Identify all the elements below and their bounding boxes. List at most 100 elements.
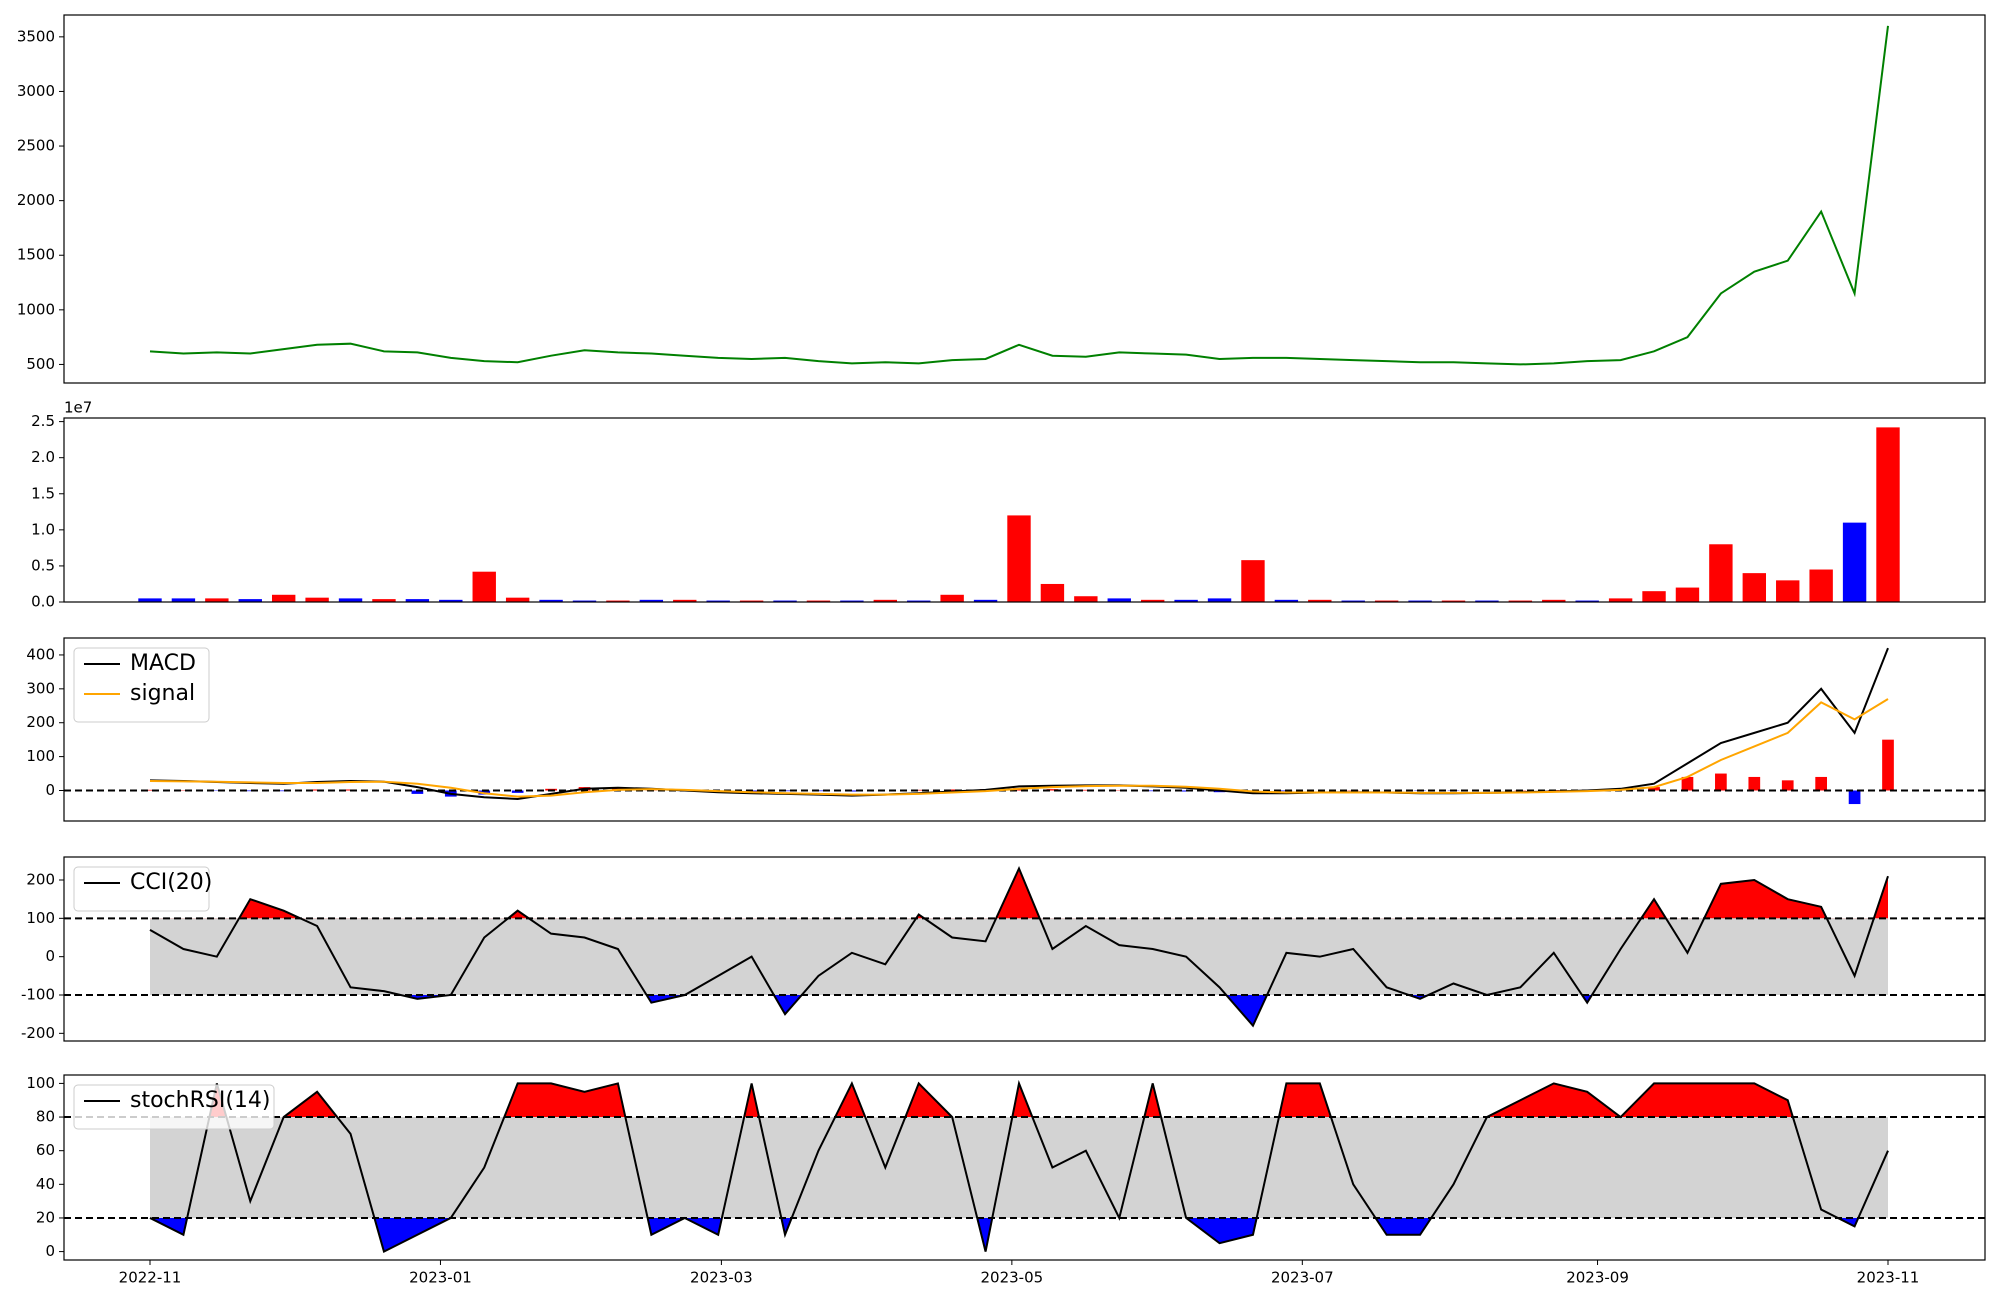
volume-bar: [1040, 583, 1065, 602]
y-tick-label: 1.0: [31, 520, 55, 538]
y-tick-label: 400: [26, 645, 55, 663]
x-tick-label: 2023-09: [1566, 1269, 1629, 1287]
volume-bar: [739, 600, 764, 602]
volume-bar: [439, 599, 463, 602]
axes-frame: [63, 1074, 1986, 1261]
legend-label: stochRSI(14): [130, 1088, 271, 1113]
histogram-bar: [1681, 776, 1694, 791]
volume-bar: [1575, 600, 1599, 602]
volume-bar: [1308, 599, 1332, 602]
legend-label: signal: [130, 681, 195, 706]
volume-bar: [606, 600, 630, 602]
volume-bar: [973, 599, 998, 602]
x-tick-label: 2023-07: [1271, 1269, 1334, 1287]
legend-label: CCI(20): [130, 870, 212, 895]
x-tick-label: 2023-05: [981, 1269, 1044, 1287]
volume-bar: [405, 599, 430, 602]
volume-bar: [138, 598, 162, 602]
y-tick-label: 2000: [17, 191, 55, 209]
histogram-bar: [1715, 773, 1727, 791]
histogram-bar: [144, 789, 156, 791]
histogram-bar: [1046, 789, 1059, 791]
volume-bar: [940, 594, 964, 602]
volume-bar: [1542, 599, 1566, 602]
volume-bar: [907, 600, 931, 602]
threshold-fill: [150, 868, 1888, 919]
y-tick-label: 100: [26, 747, 55, 765]
y-tick-label: 500: [26, 355, 55, 373]
y-tick-label: 80: [36, 1108, 55, 1126]
y-tick-label: 40: [36, 1175, 55, 1193]
histogram-bar: [277, 790, 290, 792]
volume-bar: [338, 598, 363, 602]
volume-bar: [1776, 580, 1800, 602]
volume-bar: [572, 600, 597, 602]
volume-bar: [305, 597, 329, 602]
y-tick-label: 0: [45, 947, 55, 965]
volume-bar: [1675, 587, 1700, 602]
legend: MACD signal: [73, 647, 210, 723]
volume-bar: [1876, 427, 1900, 602]
y-tick-label: 1.5: [31, 484, 55, 502]
histogram-bar: [912, 789, 925, 791]
y-tick-label: -100: [21, 986, 55, 1004]
legend-box: [73, 1084, 275, 1130]
volume-bar: [1709, 544, 1733, 602]
histogram-bar: [1815, 776, 1828, 791]
volume-bar: [1174, 599, 1198, 602]
volume-bar: [806, 600, 831, 602]
histogram-bar: [1648, 787, 1660, 791]
volume-bar: [1207, 598, 1232, 602]
neutral-band: [150, 1117, 1888, 1218]
y-tick-label: 200: [26, 871, 55, 889]
histogram-bar: [1079, 789, 1092, 791]
volume-bar: [372, 599, 396, 602]
y-tick-label: 1500: [17, 246, 55, 264]
legend-box: [73, 647, 210, 723]
volume-bar: [205, 598, 229, 602]
y-tick-label: 0.5: [31, 556, 55, 574]
y-tick-label: 2.0: [31, 448, 55, 466]
volume-bar: [1809, 569, 1833, 602]
volume-bar: [673, 599, 697, 602]
volume-bar: [1007, 515, 1031, 602]
volume-bar: [1441, 600, 1466, 602]
y-tick-label: -200: [21, 1024, 55, 1042]
histogram-bar: [1748, 776, 1761, 791]
volume-bar: [472, 571, 496, 602]
series-line: [149, 647, 1889, 800]
y-tick-label: 3000: [17, 82, 55, 100]
volume-bar: [539, 599, 563, 602]
volume-bar: [773, 600, 797, 602]
volume-bar: [1842, 522, 1867, 602]
y-tick-label: 200: [26, 713, 55, 731]
y-tick-label: 300: [26, 679, 55, 697]
y-tick-label: 60: [36, 1141, 55, 1159]
series-line: [149, 866, 1889, 1028]
histogram-bar: [1882, 739, 1894, 791]
threshold-fill: [150, 1083, 1888, 1118]
y-tick-label: 100: [26, 1074, 55, 1092]
y-tick-label: 2500: [17, 137, 55, 155]
y-tick-label: 20: [36, 1208, 55, 1226]
y-tick-label: 0.0: [31, 593, 55, 611]
y-tick-label: 0: [45, 781, 55, 799]
series-line: [149, 25, 1889, 366]
histogram-bar: [1781, 780, 1794, 791]
x-tick-label: 2023-01: [409, 1269, 472, 1287]
volume-bar: [271, 594, 296, 602]
axes-frame: [63, 14, 1986, 384]
volume-bar: [1274, 599, 1299, 602]
volume-bar: [505, 597, 530, 602]
y-tick-label: 3500: [17, 27, 55, 45]
axes-frame: [63, 417, 1986, 603]
y-tick-label: 2.5: [31, 412, 55, 430]
y-tick-label: 1000: [17, 300, 55, 318]
volume-bar: [1642, 591, 1666, 602]
axes-frame: [63, 637, 1986, 822]
histogram-bar: [511, 790, 524, 793]
volume-bar: [639, 599, 664, 602]
volume-bar: [1241, 560, 1265, 602]
histogram-bar: [1146, 790, 1159, 792]
